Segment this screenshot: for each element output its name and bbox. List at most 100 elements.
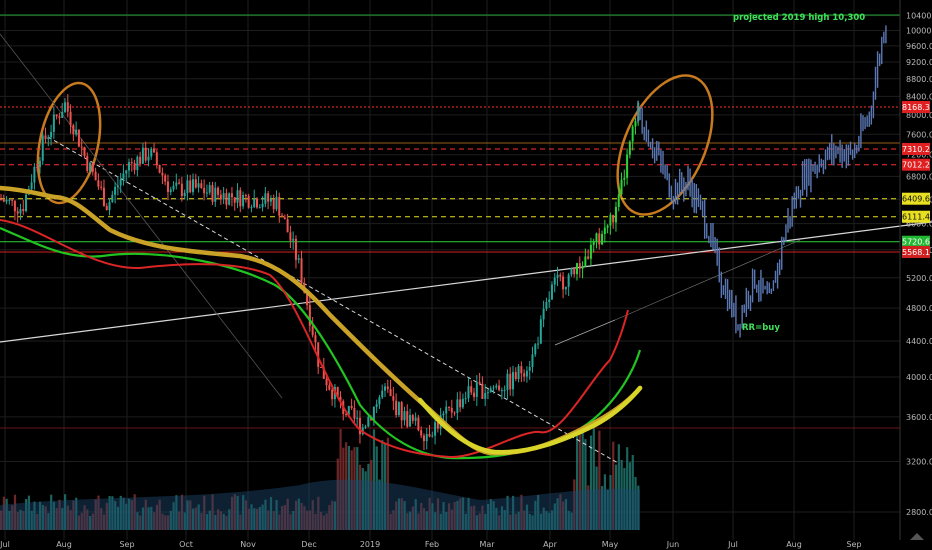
- candle: [609, 214, 612, 226]
- volume-bar: [358, 464, 362, 530]
- volume-bar: [372, 429, 376, 530]
- volume-bar: [292, 510, 295, 530]
- volume-bar: [587, 485, 590, 530]
- candle: [445, 406, 448, 414]
- volume-bar: [306, 510, 309, 530]
- candle: [275, 196, 278, 210]
- candle: [264, 193, 267, 204]
- volume-bar: [331, 500, 334, 530]
- volume-bar: [144, 499, 147, 530]
- candle: [250, 207, 253, 209]
- candle: [356, 417, 359, 419]
- candle: [512, 372, 514, 390]
- y-tick-label: 10400.0: [906, 12, 932, 21]
- y-tick-label: 8400.0: [906, 92, 932, 101]
- volume-bar: [461, 497, 465, 530]
- volume-bar: [550, 510, 554, 530]
- candle: [169, 189, 172, 193]
- volume-bar: [523, 510, 526, 530]
- candle: [141, 147, 144, 164]
- candle: [478, 382, 481, 384]
- circle-2019-top: [616, 74, 714, 216]
- volume-bar: [108, 496, 111, 530]
- volume-area: [0, 479, 640, 530]
- volume-bar: [222, 513, 225, 530]
- y-tick-label: 6000.0: [906, 220, 932, 229]
- candle: [155, 152, 158, 165]
- horizontal-levels: [0, 106, 900, 253]
- candle: [66, 102, 69, 112]
- volume-bar: [534, 500, 537, 530]
- candle: [166, 181, 169, 193]
- candle: [175, 182, 178, 186]
- candle: [436, 422, 439, 429]
- candle: [595, 233, 598, 242]
- volume-bar: [517, 511, 520, 530]
- y-tick-label: 7200.0: [906, 151, 932, 160]
- candle: [628, 141, 631, 155]
- candle: [614, 206, 617, 223]
- candle: [603, 227, 606, 235]
- candle: [125, 170, 128, 174]
- candle: [576, 263, 578, 275]
- volume-bar: [486, 504, 490, 530]
- volume-bar: [269, 496, 273, 530]
- candle: [41, 135, 44, 161]
- volume-bar: [158, 499, 161, 530]
- volume-bar: [453, 501, 456, 530]
- volume-bar: [147, 507, 150, 530]
- volume-bar: [336, 458, 339, 530]
- volume-bar: [589, 435, 593, 530]
- level-tag-label: 6409.6: [902, 195, 930, 204]
- volume-bar: [620, 459, 623, 530]
- candle: [414, 417, 417, 421]
- volume-bar: [194, 507, 197, 530]
- volume-bar: [175, 495, 178, 530]
- volume-bar: [66, 505, 69, 530]
- candle: [97, 180, 100, 187]
- candle: [606, 225, 609, 228]
- volume-bar: [239, 514, 242, 530]
- candle: [634, 121, 637, 127]
- candle: [311, 325, 314, 336]
- candle: [180, 183, 183, 197]
- candle: [194, 179, 197, 188]
- candle: [431, 435, 434, 437]
- volume-bar: [256, 508, 259, 530]
- volume-bar: [361, 468, 364, 530]
- volume-bar: [25, 498, 28, 530]
- candle: [189, 180, 192, 193]
- candle: [314, 335, 317, 343]
- volume-bar: [378, 479, 381, 530]
- volume-bar: [111, 496, 114, 530]
- volume-bar: [623, 467, 626, 530]
- x-tick-label: Dec: [301, 540, 316, 549]
- candle: [484, 393, 487, 399]
- candle: [292, 238, 295, 241]
- candle: [261, 203, 264, 208]
- candle: [36, 166, 39, 168]
- volume-bar: [89, 515, 92, 530]
- volume-bar: [267, 510, 270, 530]
- candle: [236, 190, 239, 203]
- candle: [158, 164, 161, 173]
- candle: [94, 171, 97, 181]
- volume-bar: [58, 499, 61, 530]
- volume-bar: [219, 511, 223, 530]
- candle: [397, 402, 400, 416]
- candle: [258, 207, 261, 209]
- candle: [442, 413, 445, 416]
- volume-bar: [564, 499, 568, 530]
- candle: [55, 114, 58, 117]
- x-tick-label: Jun: [666, 540, 680, 549]
- volume-bar: [250, 504, 253, 530]
- volume-bar: [442, 501, 445, 530]
- volume-bar: [261, 504, 264, 530]
- volume-bar: [420, 502, 423, 530]
- x-tick-label: Aug: [56, 540, 72, 549]
- ma-slow-line-yellow: [417, 385, 643, 455]
- y-tick-label: 2800.0: [906, 508, 932, 517]
